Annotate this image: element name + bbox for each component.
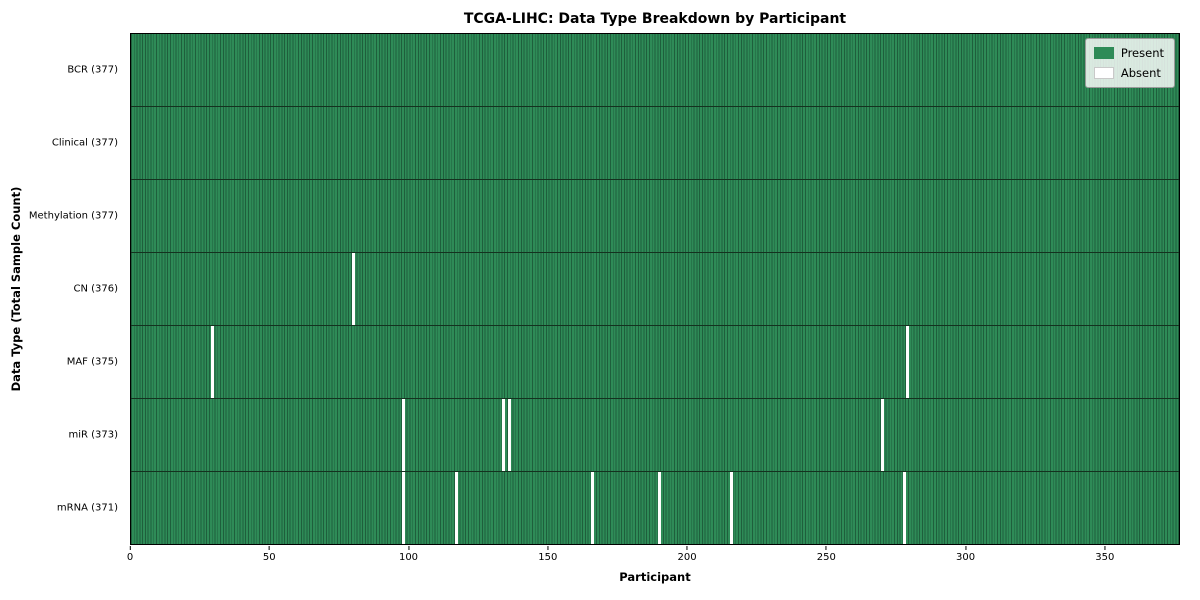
x-axis-label: Participant	[619, 570, 691, 584]
x-tick-label: 50	[262, 552, 276, 563]
heatmap-row-maf	[131, 326, 1179, 399]
plot-area	[130, 33, 1180, 545]
legend-label-present: Present	[1120, 46, 1164, 60]
absent-bar	[730, 472, 734, 544]
absent-swatch-icon	[1093, 67, 1114, 79]
y-tick-label: Methylation (377)	[28, 210, 118, 222]
legend-entry-present: Present	[1093, 46, 1164, 60]
heatmap-row-bcr	[131, 34, 1179, 107]
absent-bar	[210, 326, 214, 398]
legend-label-absent: Absent	[1120, 66, 1161, 80]
tick-mark	[408, 546, 409, 550]
y-tick-label: Clinical (377)	[51, 137, 118, 149]
legend: Present Absent	[1084, 38, 1175, 88]
heatmap-row-methylation	[131, 180, 1179, 253]
absent-bar	[591, 472, 595, 544]
y-tick-label: CN (376)	[73, 283, 118, 295]
absent-bar	[880, 399, 884, 471]
tick-mark	[547, 546, 549, 550]
legend-entry-absent: Absent	[1093, 66, 1164, 80]
absent-bar	[502, 399, 506, 471]
x-tick: 100	[399, 546, 418, 563]
x-tick-label: 150	[538, 552, 558, 563]
tick-mark	[1104, 546, 1106, 550]
x-tick: 200	[677, 546, 697, 563]
absent-bar	[402, 399, 406, 471]
heatmap-row-mrna	[131, 472, 1179, 544]
x-tick: 0	[127, 546, 133, 563]
x-tick: 350	[1095, 546, 1114, 563]
x-tick-label: 350	[1095, 552, 1115, 563]
y-tick-label: MAF (375)	[66, 356, 118, 368]
chart-title: TCGA-LIHC: Data Type Breakdown by Partic…	[463, 11, 847, 27]
tick-mark	[825, 546, 827, 550]
absent-bar	[905, 326, 909, 398]
heatmap-row-mir	[131, 399, 1179, 472]
x-tick: 300	[956, 546, 975, 563]
y-tick-label: BCR (377)	[67, 64, 118, 76]
heatmap-row-clinical	[131, 107, 1179, 180]
x-tick: 250	[817, 546, 836, 563]
x-tick-labels: 0 50 100 150 200 250 300 350	[127, 546, 1180, 566]
y-tick-label: mRNA (371)	[56, 502, 118, 514]
y-tick-label: miR (373)	[68, 429, 118, 441]
x-tick-label: 300	[955, 552, 976, 563]
present-swatch-icon	[1093, 47, 1114, 59]
absent-bar	[902, 472, 906, 544]
absent-bar	[402, 472, 406, 544]
x-tick-label: 250	[816, 552, 836, 563]
x-tick: 50	[263, 546, 276, 563]
x-tick: 150	[538, 546, 557, 563]
tick-mark	[965, 546, 967, 550]
absent-bar	[658, 472, 662, 544]
absent-bar	[352, 253, 356, 325]
heatmap-row-cn	[131, 253, 1179, 326]
absent-bar	[508, 399, 512, 471]
x-tick-label: 100	[398, 552, 419, 563]
absent-bar	[455, 472, 459, 544]
tick-mark	[686, 546, 688, 550]
tick-mark	[268, 546, 270, 550]
x-tick-label: 0	[126, 552, 134, 563]
x-tick-label: 200	[677, 552, 697, 563]
y-tick-labels: BCR (377) Clinical (377) Methylation (377)…	[0, 33, 124, 545]
tick-mark	[129, 546, 131, 550]
